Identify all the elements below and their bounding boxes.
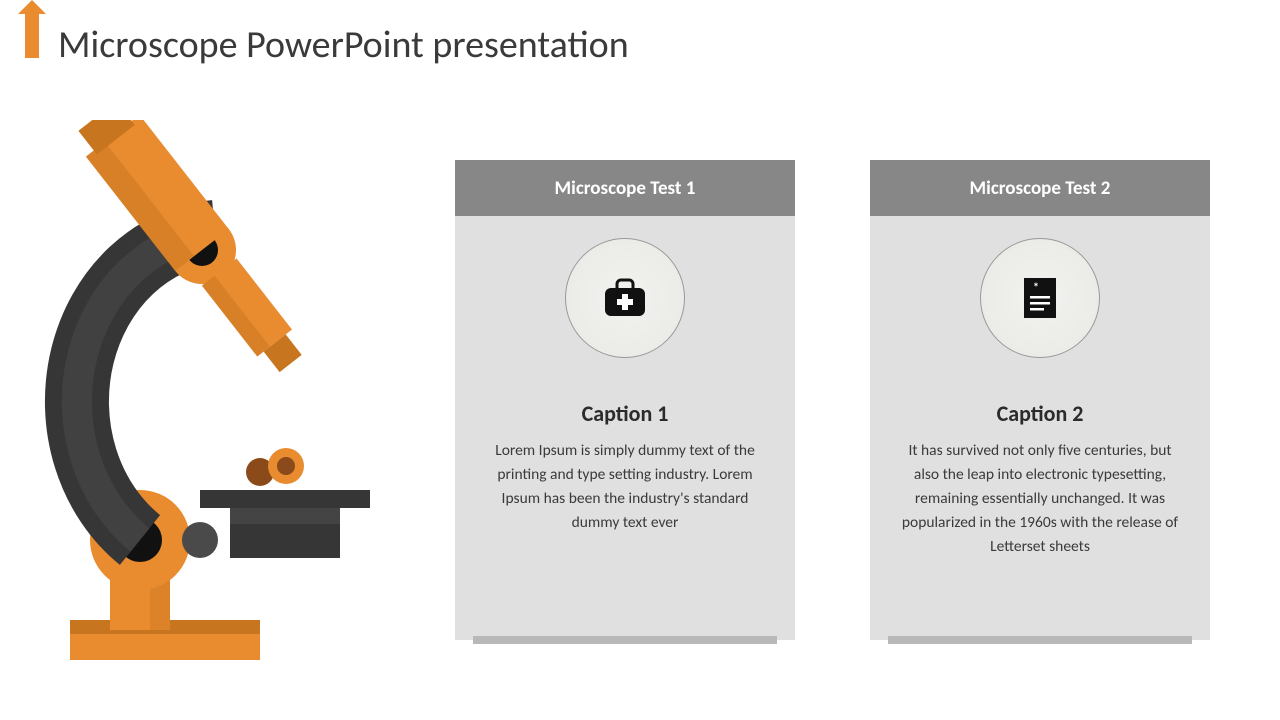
cards-row: Microscope Test 1 Caption 1 Lorem Ipsum … (455, 160, 1210, 640)
medkit-icon (603, 278, 647, 318)
report-icon-circle: * (980, 238, 1100, 358)
card-test-1: Microscope Test 1 Caption 1 Lorem Ipsum … (455, 160, 795, 640)
medkit-icon-circle (565, 238, 685, 358)
report-icon: * (1022, 276, 1058, 320)
card-header-1: Microscope Test 1 (455, 160, 795, 216)
caption-body-2: It has survived not only five centuries,… (890, 439, 1190, 559)
caption-title-1: Caption 1 (582, 400, 669, 427)
accent-bar (18, 0, 46, 58)
card-body-2: * Caption 2 It has survived not only fiv… (870, 216, 1210, 640)
card-header-2: Microscope Test 2 (870, 160, 1210, 216)
microscope-illustration (30, 120, 390, 670)
card-body-1: Caption 1 Lorem Ipsum is simply dummy te… (455, 216, 795, 640)
caption-body-1: Lorem Ipsum is simply dummy text of the … (475, 439, 775, 535)
card-bottom-bar-2 (888, 636, 1192, 644)
slide-title: Microscope PowerPoint presentation (58, 22, 629, 68)
svg-text:*: * (1033, 281, 1039, 295)
card-bottom-bar-1 (473, 636, 777, 644)
card-test-2: Microscope Test 2 * Caption 2 It has sur… (870, 160, 1210, 640)
caption-title-2: Caption 2 (997, 400, 1084, 427)
